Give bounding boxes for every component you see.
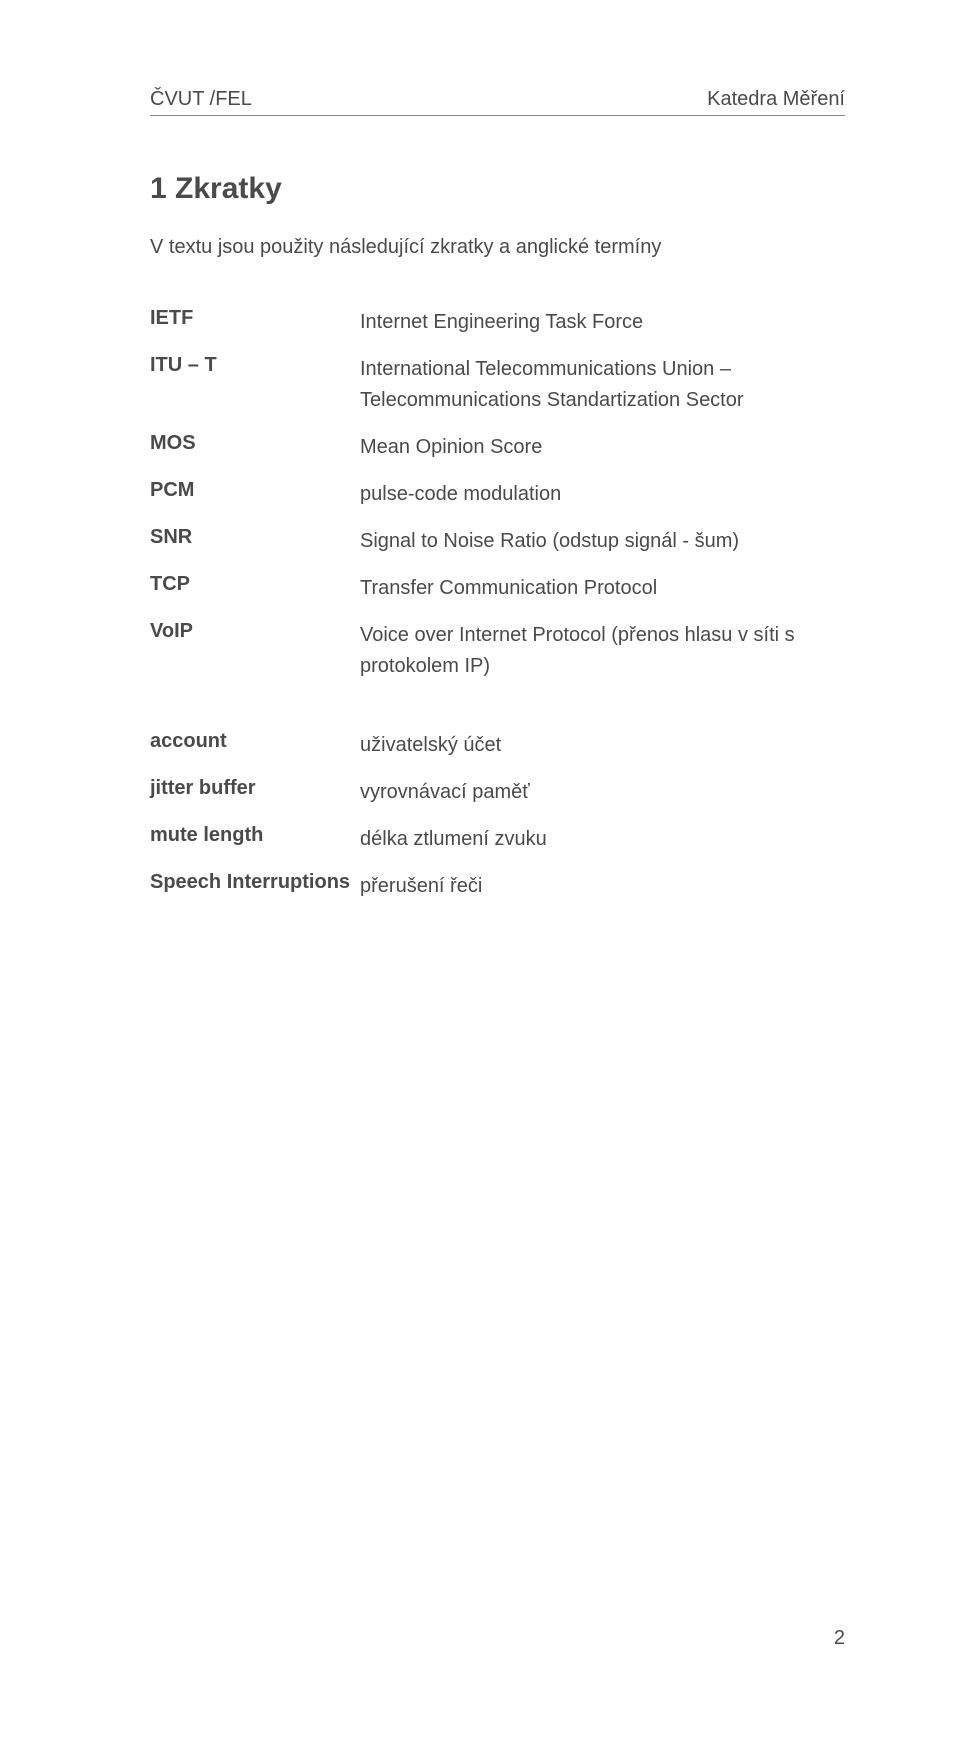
abbrev-term: MOS xyxy=(150,432,360,463)
abbrev-term: PCM xyxy=(150,479,360,510)
term-term: mute length xyxy=(150,824,360,855)
term-desc: vyrovnávací paměť xyxy=(360,777,845,808)
abbrev-desc: Transfer Communication Protocol xyxy=(360,573,845,604)
term-desc: uživatelský účet xyxy=(360,730,845,761)
abbreviations-table: IETF Internet Engineering Task Force ITU… xyxy=(150,307,845,682)
term-term: jitter buffer xyxy=(150,777,360,808)
abbrev-term: TCP xyxy=(150,573,360,604)
section-intro: V textu jsou použity následující zkratky… xyxy=(150,236,845,259)
abbrev-desc: pulse-code modulation xyxy=(360,479,845,510)
abbrev-desc: Signal to Noise Ratio (odstup signál - š… xyxy=(360,526,845,557)
term-desc: délka ztlumení zvuku xyxy=(360,824,845,855)
header-left: ČVUT /FEL xyxy=(150,88,252,111)
abbrev-desc: Internet Engineering Task Force xyxy=(360,307,845,338)
term-term: account xyxy=(150,730,360,761)
section-title: 1 Zkratky xyxy=(150,172,845,206)
page-number: 2 xyxy=(834,1627,845,1650)
abbrev-term: SNR xyxy=(150,526,360,557)
terms-table: account uživatelský účet jitter buffer v… xyxy=(150,730,845,902)
abbrev-term: VoIP xyxy=(150,620,360,682)
term-desc: přerušení řeči xyxy=(360,871,845,902)
page-header: ČVUT /FEL Katedra Měření xyxy=(150,88,845,116)
abbrev-desc: International Telecommunications Union –… xyxy=(360,354,845,416)
term-term: Speech Interruptions xyxy=(150,871,360,902)
abbrev-term: ITU – T xyxy=(150,354,360,416)
header-right: Katedra Měření xyxy=(707,88,845,111)
abbrev-term: IETF xyxy=(150,307,360,338)
abbrev-desc: Voice over Internet Protocol (přenos hla… xyxy=(360,620,845,682)
abbrev-desc: Mean Opinion Score xyxy=(360,432,845,463)
